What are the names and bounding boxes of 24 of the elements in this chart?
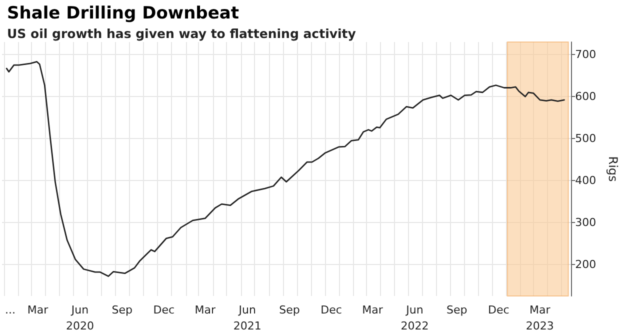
y-tick-label: 300 [575,216,596,230]
chart-title: Shale Drilling Downbeat [7,4,239,24]
y-tick-label: 400 [575,174,596,188]
y-tick-label: 200 [575,258,596,272]
x-tick-label: Mar [27,304,49,316]
x-tick-label: Mar [194,304,216,316]
x-tick-label: Mar 2023 [526,304,554,332]
x-tick-label: Dec [488,304,510,316]
x-tick-label: Jun 2022 [400,304,429,332]
x-tick-label: ... [5,304,16,316]
y-tick-label: 700 [575,48,596,62]
x-tick-label: Dec [320,304,342,316]
line-series [6,61,565,277]
x-tick-label: Sep [112,304,133,316]
x-tick-label: Jun 2021 [233,304,262,332]
y-axis-title: Rigs [606,156,620,182]
x-tick-label: Mar [362,304,384,316]
y-tick-label: 500 [575,132,596,146]
chart-subtitle: US oil growth has given way to flattening activity [7,26,356,41]
x-tick-label: Dec [153,304,175,316]
x-tick-label: Sep [446,304,468,316]
y-tick-label: 600 [575,90,596,104]
x-tick-label: Sep [279,304,300,316]
x-tick-label: Jun 2020 [66,304,94,332]
